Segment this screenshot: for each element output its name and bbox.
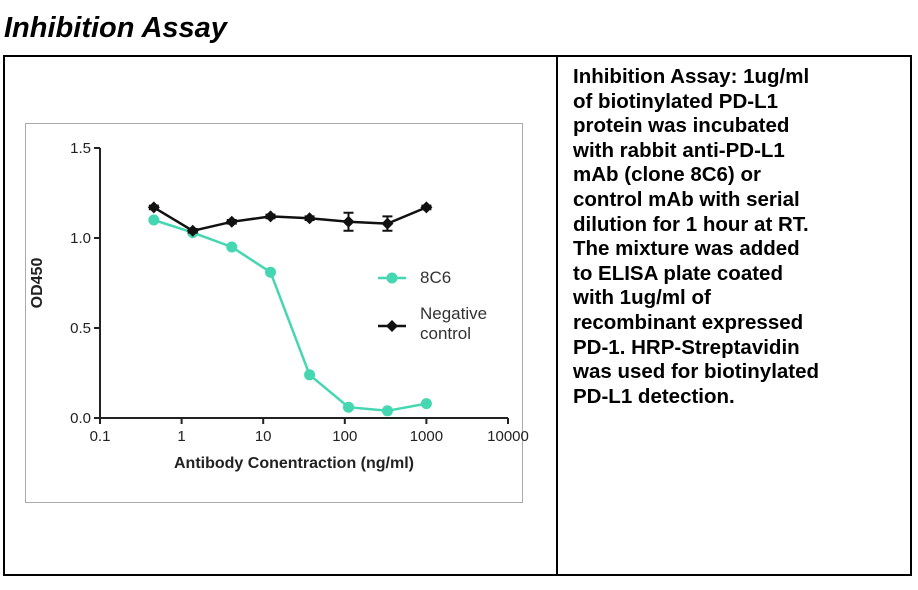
legend-marker	[386, 320, 398, 332]
description-line: Inhibition Assay: 1ug/ml	[573, 65, 810, 88]
description-line: with 1ug/ml of	[573, 286, 711, 310]
description-line: with rabbit anti-PD-L1	[573, 138, 785, 162]
description-line: of biotinylated PD-L1	[573, 89, 778, 113]
description: Inhibition Assay: 1ug/ml of biotinylated …	[573, 65, 819, 409]
marker	[226, 241, 238, 253]
description-line: The mixture was added	[573, 237, 800, 261]
page-title: Inhibition Assay	[4, 12, 227, 44]
y-tick-label: 1.5	[70, 140, 91, 157]
legend-label: Negative control	[420, 304, 488, 343]
description-line: mAb (clone 8C6) or	[573, 163, 761, 187]
marker	[304, 369, 316, 381]
marker	[342, 401, 354, 413]
marker	[420, 201, 433, 214]
description-line: PD-L1 detection.	[573, 384, 735, 408]
x-axis-label: Antibody Conentraction (ng/ml)	[174, 455, 414, 472]
x-tick-label: 1	[177, 428, 185, 445]
marker	[264, 210, 277, 223]
marker	[381, 405, 393, 417]
marker	[186, 224, 199, 237]
x-tick-label: 0.1	[90, 428, 111, 445]
marker	[147, 201, 160, 214]
marker	[225, 215, 238, 228]
x-tick-label: 10	[255, 428, 272, 445]
divider	[556, 57, 558, 574]
y-tick-label: 0.5	[70, 320, 91, 337]
marker	[303, 212, 316, 225]
marker	[265, 266, 277, 278]
marker	[342, 215, 355, 228]
x-tick-label: 1000	[410, 428, 443, 445]
series-line	[153, 218, 427, 413]
x-tick-label: 10000	[487, 428, 529, 445]
x-tick-label: 100	[332, 428, 357, 445]
description-line: control mAb with serial	[573, 187, 800, 211]
y-axis-label: OD450	[29, 258, 46, 309]
description-line: to ELISA plate coated	[573, 261, 783, 285]
marker	[381, 217, 394, 230]
legend-label: 8C6	[420, 268, 452, 287]
description-line: recombinant expressed	[573, 310, 804, 334]
chart-frame	[25, 123, 523, 503]
description-line: dilution for 1 hour at RT.	[573, 212, 809, 236]
description-line: protein was incubated	[573, 114, 790, 138]
y-tick-label: 1.0	[70, 230, 91, 247]
marker	[148, 214, 160, 226]
description-line: PD-1. HRP-Streptavidin	[573, 335, 800, 359]
y-tick-label: 0.0	[70, 410, 91, 427]
marker	[420, 398, 432, 410]
description-line: was used for biotinylated	[573, 360, 820, 384]
series-line	[153, 206, 427, 233]
legend-marker	[386, 272, 398, 284]
content-table: Inhibition Assay: 1ug/ml of biotinylated …	[3, 55, 912, 576]
